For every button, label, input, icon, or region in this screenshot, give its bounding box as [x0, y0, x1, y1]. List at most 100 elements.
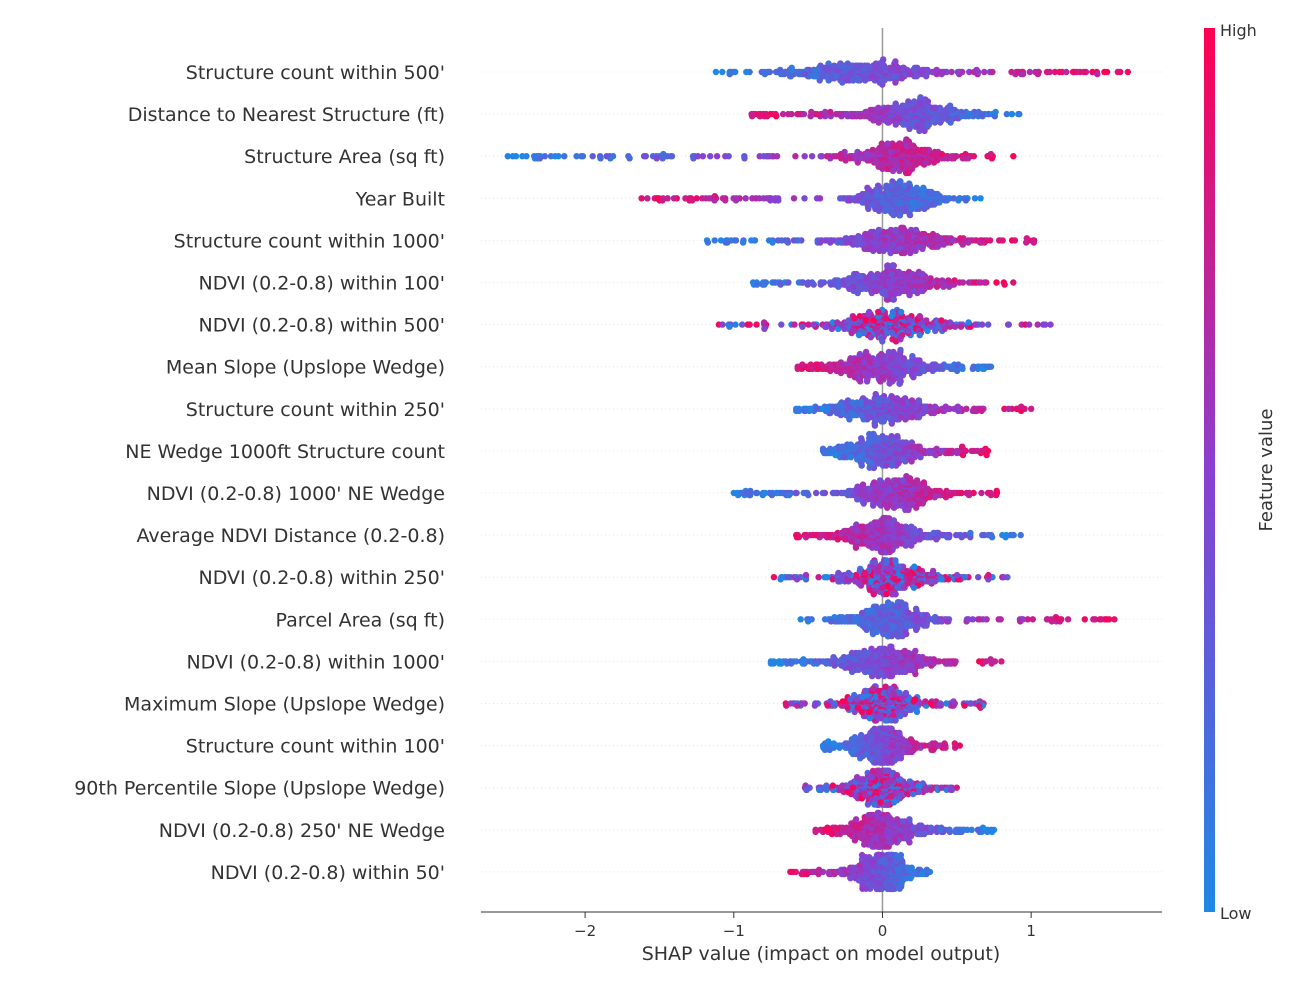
shap-point [1080, 68, 1088, 76]
shap-point [753, 321, 760, 328]
shap-point [884, 228, 892, 236]
shap-point [868, 201, 876, 208]
shap-point [959, 279, 967, 286]
shap-point [879, 115, 886, 122]
shap-point [856, 350, 864, 358]
shap-point [819, 445, 827, 452]
shap-point [719, 321, 726, 328]
shap-point [898, 75, 906, 82]
shap-point [841, 73, 848, 80]
shap-point [913, 73, 920, 80]
shap-point [934, 243, 941, 250]
shap-point [719, 195, 727, 202]
shap-point [878, 418, 885, 425]
shap-point [889, 437, 896, 444]
shap-point [867, 228, 875, 236]
shap-point [987, 150, 995, 158]
shap-point [761, 281, 768, 288]
shap-point [959, 155, 966, 162]
shap-point [866, 430, 873, 438]
shap-point [774, 237, 782, 244]
shap-point [972, 321, 979, 328]
shap-point [855, 331, 863, 339]
shap-point [843, 235, 850, 242]
shap-point [898, 224, 905, 231]
shap-point [862, 199, 870, 206]
shap-point [808, 153, 816, 160]
shap-point [833, 367, 840, 375]
shap-point [854, 159, 861, 166]
shap-point [911, 365, 918, 372]
shap-point [512, 153, 520, 160]
shap-point [795, 110, 802, 118]
shap-point [772, 197, 779, 204]
shap-point [933, 283, 941, 290]
shap-point [1023, 235, 1030, 242]
shap-point [897, 308, 905, 316]
shap-point [983, 451, 990, 459]
shap-point [880, 247, 887, 255]
shap-point [801, 195, 808, 202]
shap-point [948, 363, 956, 370]
shap-point [929, 104, 937, 112]
shap-point [875, 460, 882, 467]
shap-point [882, 355, 889, 362]
shap-point [925, 121, 933, 128]
shap-point [874, 329, 881, 337]
shap-point [885, 119, 893, 126]
shap-point [1089, 68, 1096, 76]
shap-point [1026, 68, 1034, 76]
shap-point [858, 462, 865, 469]
shap-point [914, 123, 922, 130]
shap-point [875, 308, 882, 316]
shap-point [832, 277, 839, 284]
shap-point [884, 371, 892, 379]
shap-point [984, 363, 991, 370]
shap-point [741, 155, 748, 162]
shap-point [882, 315, 889, 322]
shap-point [795, 237, 802, 244]
shap-point [879, 199, 886, 206]
shap-point [541, 153, 548, 160]
shap-point [905, 327, 912, 335]
shap-point [919, 190, 926, 198]
shap-point [847, 454, 855, 461]
shap-point [749, 195, 756, 202]
shap-point [942, 403, 949, 410]
shap-point [917, 100, 924, 107]
shap-point [969, 365, 976, 372]
shap-point [924, 98, 932, 105]
shap-point [750, 110, 757, 118]
shap-point [860, 456, 868, 463]
shap-point [670, 195, 678, 202]
shap-point [897, 336, 904, 343]
shap-point [853, 443, 860, 450]
shap-point [551, 153, 559, 160]
shap-point [1005, 321, 1012, 328]
feature-row-points [819, 430, 992, 472]
shap-point [1001, 281, 1008, 288]
shap-point [850, 77, 857, 84]
shap-point [1046, 68, 1054, 76]
shap-point [894, 355, 901, 362]
shap-point [790, 195, 798, 202]
shap-point [929, 117, 936, 124]
shap-point [941, 325, 948, 332]
shap-point [948, 155, 956, 162]
shap-point [989, 68, 996, 76]
shap-point [959, 451, 967, 459]
shap-point [835, 361, 842, 368]
shap-point [694, 153, 701, 160]
shap-point [844, 277, 851, 284]
shap-point [561, 153, 568, 160]
shap-point [796, 407, 803, 415]
shap-point [864, 414, 871, 421]
shap-point [699, 153, 707, 160]
feature-row-points [504, 136, 1017, 177]
shap-point [753, 281, 761, 288]
shap-point [934, 115, 942, 122]
shap-point [644, 195, 651, 202]
shap-point [788, 110, 795, 118]
shap-point [933, 190, 940, 198]
